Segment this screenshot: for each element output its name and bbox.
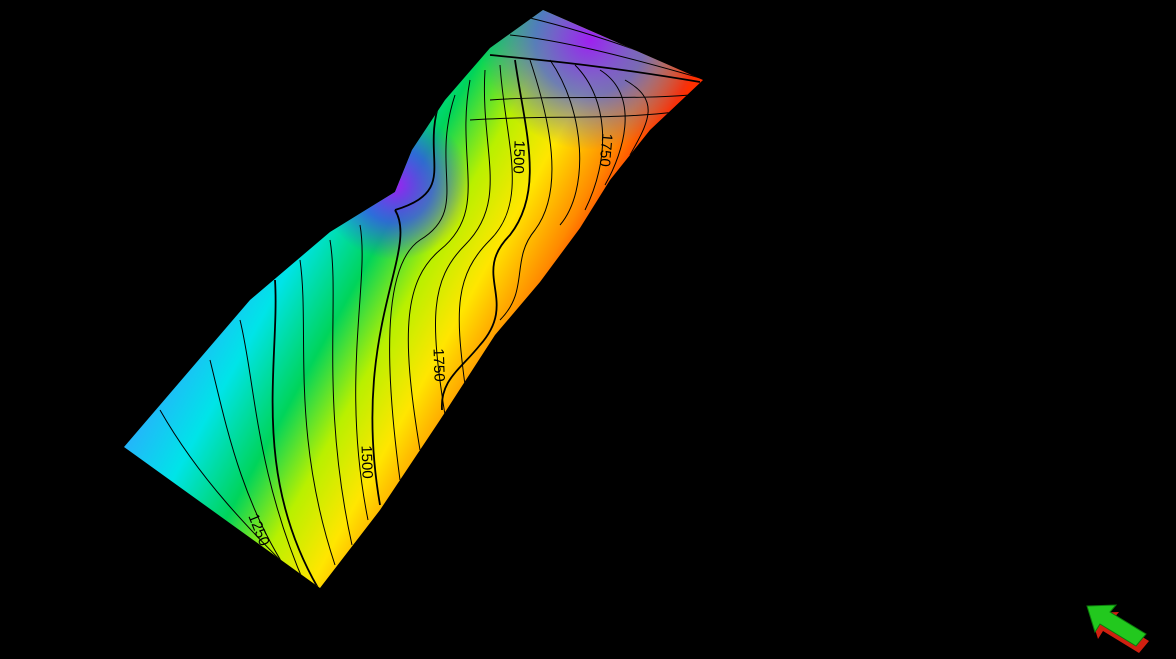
- contour-label: 1750: [596, 133, 616, 168]
- contour-label: 1500: [357, 445, 375, 479]
- contour-label: 1750: [429, 348, 447, 382]
- contour-label: 1500: [509, 140, 527, 174]
- contour-lines: [159, 17, 701, 588]
- orientation-arrow: [1086, 604, 1149, 653]
